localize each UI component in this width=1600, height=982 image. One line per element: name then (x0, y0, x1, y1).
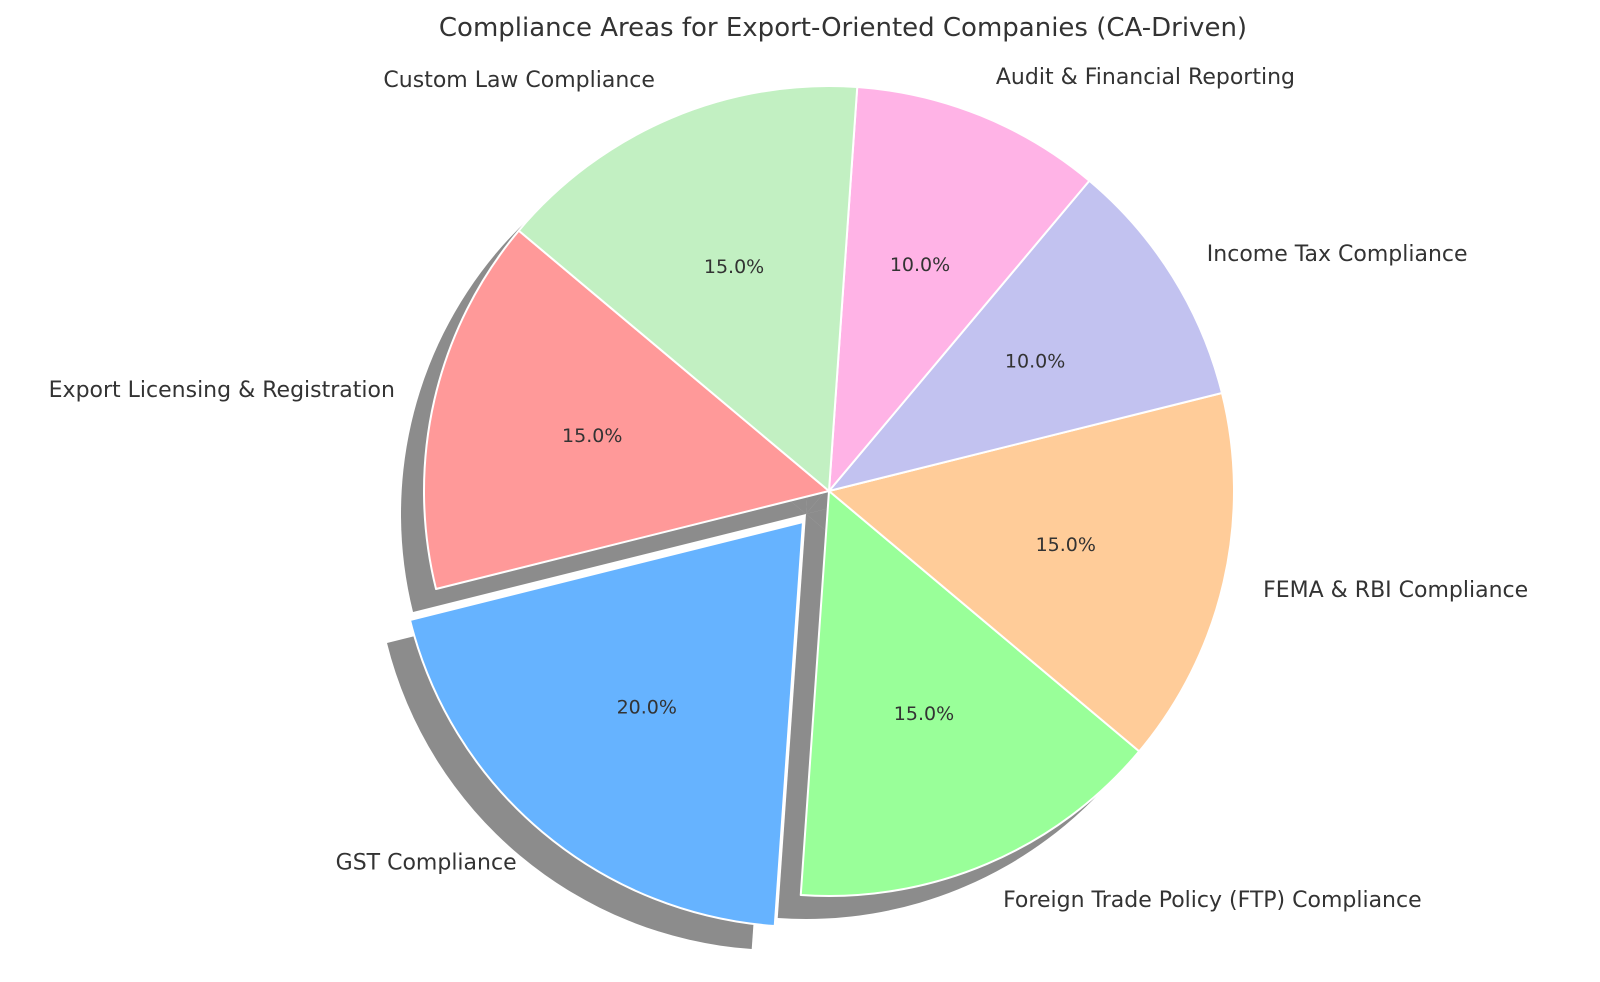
pie-slice-foreign-trade-policy-ftp-compliance (799, 490, 1141, 897)
slice-label-income-tax-compliance: Income Tax Compliance (1207, 242, 1468, 267)
slice-label-export-licensing-registration: Export Licensing & Registration (49, 378, 395, 403)
pie-slice-custom-law-compliance (517, 85, 859, 492)
slice-percent-income-tax-compliance: 10.0% (1005, 351, 1065, 373)
slice-percent-custom-law-compliance: 15.0% (704, 256, 764, 278)
chart-title: Compliance Areas for Export-Oriented Com… (439, 13, 1247, 43)
slice-percent-audit-financial-reporting: 10.0% (890, 254, 950, 276)
slice-layer (409, 85, 1236, 928)
slice-label-foreign-trade-policy-ftp-compliance: Foreign Trade Policy (FTP) Compliance (1003, 888, 1422, 913)
slice-percent-export-licensing-registration: 15.0% (562, 425, 622, 447)
pie-slice-fema-rbi-compliance (828, 392, 1236, 753)
slice-label-audit-financial-reporting: Audit & Financial Reporting (996, 65, 1295, 90)
label-layer: Export Licensing & Registration 15.0% GST … (49, 65, 1529, 913)
slice-label-gst-compliance: GST Compliance (336, 850, 517, 875)
pie-slice-export-licensing-registration (422, 229, 830, 590)
pie-slice-audit-financial-reporting (828, 85, 1091, 492)
slice-label-custom-law-compliance: Custom Law Compliance (383, 68, 655, 93)
pie-slice-gst-compliance (409, 521, 804, 928)
slice-label-fema-rbi-compliance: FEMA & RBI Compliance (1263, 578, 1528, 603)
slice-percent-foreign-trade-policy-ftp-compliance: 15.0% (894, 703, 954, 725)
slice-percent-gst-compliance: 20.0% (617, 697, 677, 719)
slice-percent-fema-rbi-compliance: 15.0% (1036, 534, 1096, 556)
pie-slice-income-tax-compliance (828, 179, 1223, 492)
